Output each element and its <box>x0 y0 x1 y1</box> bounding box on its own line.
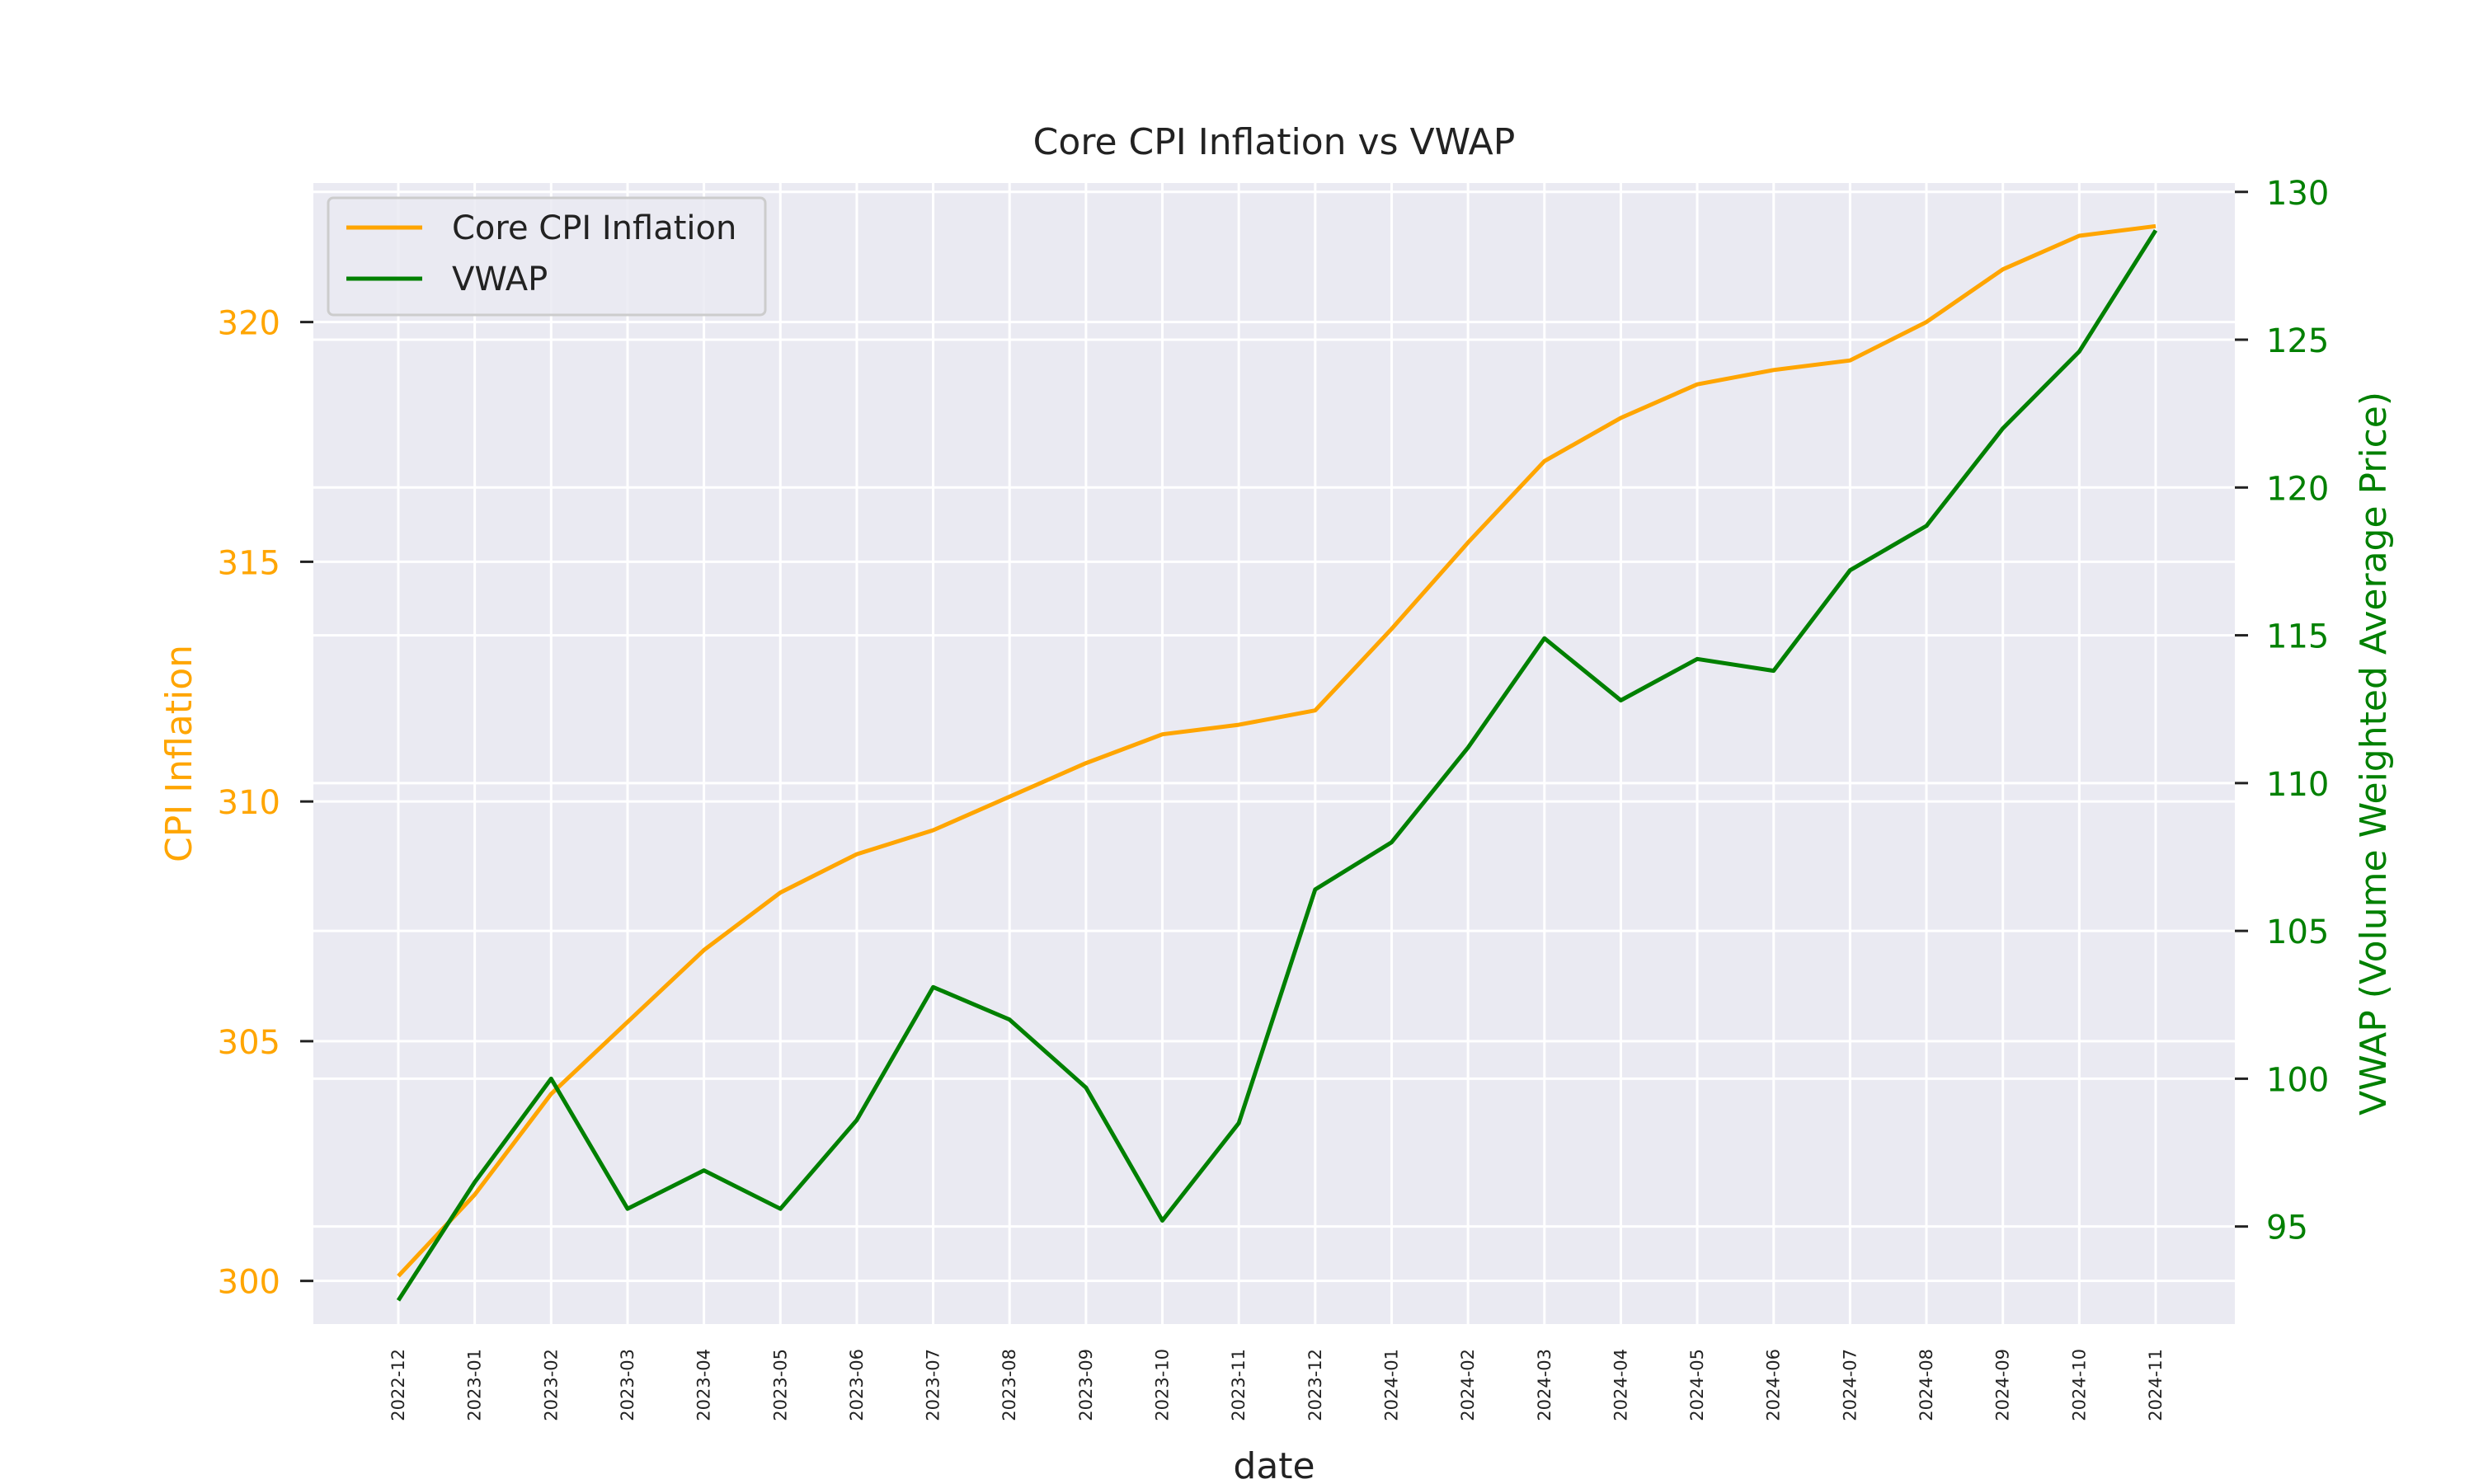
x-tick-label: 2023-01 <box>465 1349 485 1421</box>
x-tick-label: 2024-01 <box>1381 1349 1401 1421</box>
legend-frame <box>327 196 767 317</box>
x-tick-label: 2024-07 <box>1840 1349 1860 1421</box>
x-axis-label: date <box>1233 1445 1315 1484</box>
x-tick-label: 2024-04 <box>1611 1349 1630 1421</box>
y-right-tick-label: 125 <box>2266 322 2329 360</box>
y-right-tick-label: 100 <box>2266 1061 2329 1099</box>
y-left-tick-label: 315 <box>218 544 280 582</box>
x-tick-label: 2023-11 <box>1229 1349 1249 1421</box>
x-tick-label: 2024-09 <box>1993 1349 2013 1421</box>
x-tick-label: 2024-11 <box>2146 1349 2166 1421</box>
x-tick-label: 2024-03 <box>1535 1349 1554 1421</box>
y-right-tick-label: 110 <box>2266 766 2329 804</box>
plot-background <box>313 183 2235 1324</box>
legend: Core CPI Inflation VWAP <box>327 196 767 317</box>
x-tick-label: 2023-03 <box>618 1349 637 1421</box>
y-left-tick-label: 320 <box>218 305 280 343</box>
y-axis-left: 300 305 310 315 320 <box>218 305 313 1302</box>
chart-title: Core CPI Inflation vs VWAP <box>1033 121 1516 163</box>
x-tick-label: 2024-08 <box>1917 1349 1936 1421</box>
x-tick-label: 2023-02 <box>541 1349 561 1421</box>
y-right-tick-label: 95 <box>2266 1209 2308 1247</box>
y-right-tick-label: 105 <box>2266 913 2329 951</box>
series-group <box>396 223 2158 1302</box>
x-tick-label: 2023-10 <box>1153 1349 1173 1421</box>
x-tick-label: 2024-06 <box>1764 1349 1784 1421</box>
x-axis: 2022-12 2023-01 2023-02 2023-03 2023-04 2023-… <box>388 1349 2166 1421</box>
y-right-tick-label: 130 <box>2266 175 2329 213</box>
x-tick-label: 2023-05 <box>770 1349 790 1421</box>
y-axis-left-label: CPI Inflation <box>158 645 200 862</box>
grid <box>313 183 2235 1324</box>
series-line-core-cpi-inflation <box>397 223 2157 1278</box>
x-tick-label: 2024-10 <box>2069 1349 2089 1421</box>
y-axis-right-label: VWAP (Volume Weighted Average Price) <box>2353 392 2395 1115</box>
x-tick-label: 2023-07 <box>924 1349 943 1421</box>
x-tick-label: 2023-06 <box>847 1349 867 1421</box>
x-tick-label: 2022-12 <box>388 1349 408 1421</box>
y-left-tick-label: 300 <box>218 1264 280 1302</box>
y-axis-right: 95 100 105 110 115 120 125 130 <box>2235 175 2329 1247</box>
y-right-tick-label: 115 <box>2266 618 2329 656</box>
x-tick-label: 2024-02 <box>1458 1349 1478 1421</box>
x-tick-label: 2023-04 <box>694 1349 714 1421</box>
y-left-tick-label: 305 <box>218 1024 280 1062</box>
x-tick-label: 2023-12 <box>1305 1349 1325 1421</box>
x-tick-label: 2024-05 <box>1687 1349 1707 1421</box>
y-left-tick-label: 310 <box>218 784 280 822</box>
y-right-tick-label: 120 <box>2266 470 2329 508</box>
legend-label-vwap: VWAP <box>452 261 548 298</box>
x-tick-label: 2023-09 <box>1076 1349 1096 1421</box>
series-line-vwap <box>396 229 2158 1302</box>
x-tick-label: 2023-08 <box>999 1349 1019 1421</box>
legend-label-core-cpi: Core CPI Inflation <box>452 209 736 247</box>
